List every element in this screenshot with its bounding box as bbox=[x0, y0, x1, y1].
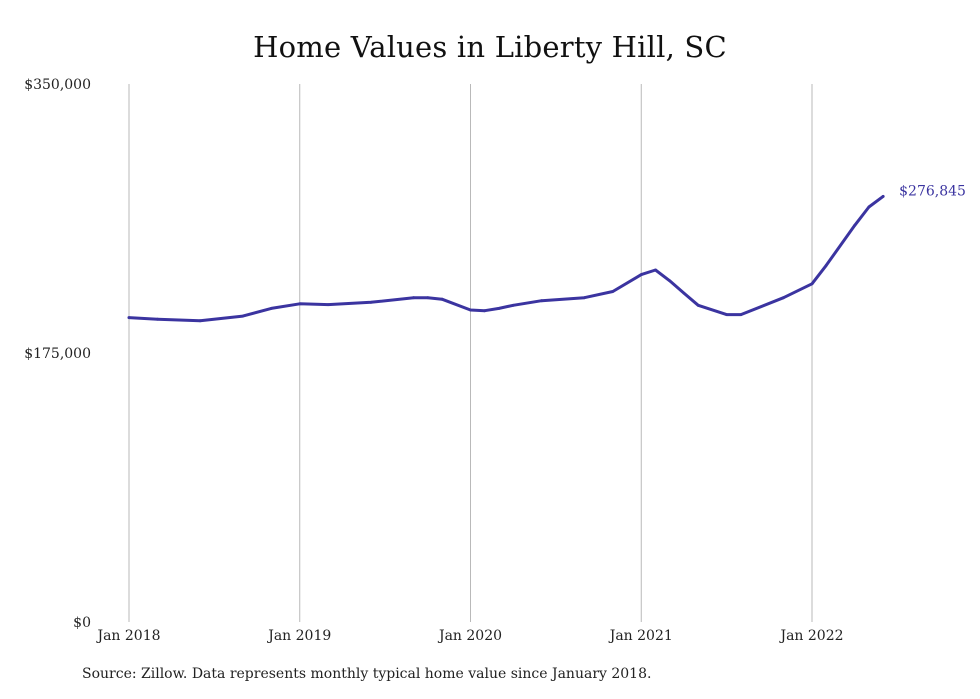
x-tick-label-2: Jan 2020 bbox=[437, 628, 502, 644]
data-point-7 bbox=[369, 300, 373, 304]
chart-title: Home Values in Liberty Hill, SC bbox=[253, 30, 727, 64]
data-point-19 bbox=[654, 268, 657, 272]
x-axis-tick-labels: Jan 2018 Jan 2019 Jan 2020 Jan 2021 Jan 2022 bbox=[95, 628, 843, 644]
data-point-14 bbox=[511, 303, 515, 307]
y-tick-label-1: $175,000 bbox=[24, 346, 91, 362]
data-point-6 bbox=[326, 303, 330, 306]
x-tick-label-0: Jan 2018 bbox=[95, 628, 160, 644]
data-point-27 bbox=[824, 264, 828, 267]
y-tick-label-0: $0 bbox=[73, 615, 91, 631]
data-point-5 bbox=[298, 302, 302, 306]
data-point-25 bbox=[782, 296, 785, 300]
data-point-18 bbox=[639, 273, 643, 276]
data-point-17 bbox=[611, 290, 615, 293]
data-point-30 bbox=[881, 195, 885, 198]
vertical-gridlines bbox=[128, 84, 813, 622]
data-point-29 bbox=[867, 205, 871, 209]
data-point-3 bbox=[241, 314, 245, 318]
x-tick-label-3: Jan 2021 bbox=[608, 628, 673, 644]
data-point-12 bbox=[483, 309, 487, 313]
series-line-0 bbox=[127, 194, 885, 323]
data-point-21 bbox=[682, 291, 686, 295]
x-tick-label-1: Jan 2019 bbox=[266, 628, 331, 644]
data-point-26 bbox=[810, 282, 814, 286]
data-point-16 bbox=[582, 296, 586, 300]
data-point-2 bbox=[198, 319, 202, 323]
data-point-0 bbox=[127, 316, 131, 319]
data-point-1 bbox=[156, 317, 159, 321]
data-point-13 bbox=[497, 307, 501, 310]
data-point-8 bbox=[412, 296, 415, 300]
source-note: Source: Zillow. Data represents monthly … bbox=[82, 666, 652, 682]
data-labels: $276,845 bbox=[899, 183, 966, 199]
y-tick-label-2: $350,000 bbox=[24, 77, 91, 93]
data-point-4 bbox=[269, 307, 273, 310]
data-point-20 bbox=[668, 279, 672, 283]
data-point-15 bbox=[540, 299, 543, 303]
data-point-22 bbox=[696, 303, 700, 307]
data-point-11 bbox=[469, 308, 472, 312]
data-point-10 bbox=[440, 297, 444, 301]
end-value-label: $276,845 bbox=[899, 183, 966, 199]
data-point-9 bbox=[426, 296, 430, 300]
data-point-24 bbox=[739, 313, 743, 316]
x-tick-label-4: Jan 2022 bbox=[778, 628, 843, 644]
series-group bbox=[127, 194, 885, 323]
data-point-28 bbox=[853, 224, 857, 227]
y-axis-tick-labels: $0 $175,000 $350,000 bbox=[24, 77, 91, 631]
data-point-23 bbox=[725, 313, 728, 316]
